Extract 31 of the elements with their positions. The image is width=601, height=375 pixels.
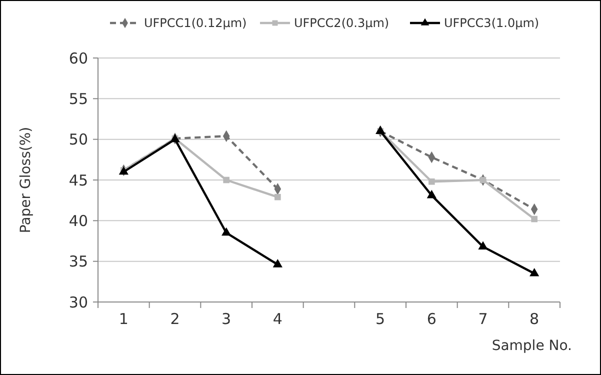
y-tick-label: 50 (68, 130, 88, 149)
point (223, 176, 230, 184)
point (478, 241, 488, 250)
x-tick-label: 7 (478, 310, 488, 328)
y-tick-label: 60 (68, 49, 88, 68)
y-tick-label: 35 (68, 252, 88, 271)
point (376, 126, 386, 134)
legend-label: UFPCC2(0.3μm) (294, 16, 390, 30)
point (274, 194, 281, 200)
y-tick-label: 45 (68, 171, 88, 190)
point (530, 268, 540, 276)
x-tick-label: 1 (118, 310, 128, 328)
point (272, 259, 282, 268)
x-axis-title: Sample No. (492, 338, 572, 354)
point (480, 176, 486, 184)
x-tick-label: 8 (530, 310, 540, 328)
x-tick-label: 4 (272, 310, 282, 328)
legend-label: UFPCC1(0.12μm) (144, 16, 247, 30)
y-tick-label: 55 (68, 90, 88, 108)
x-tick-label: 6 (426, 310, 436, 328)
legend-label: UFPCC3(1.0μm) (444, 16, 540, 30)
x-tick-label: 2 (170, 310, 180, 328)
x-tick-label: 3 (222, 310, 232, 328)
point (531, 216, 538, 222)
y-tick-label: 40 (68, 212, 88, 230)
point (426, 190, 436, 198)
y-axis-title: Paper Gloss(%) (18, 126, 34, 234)
y-tick-label: 30 (68, 293, 88, 312)
point (428, 178, 435, 185)
point (222, 227, 232, 236)
x-tick-label: 5 (376, 310, 386, 328)
